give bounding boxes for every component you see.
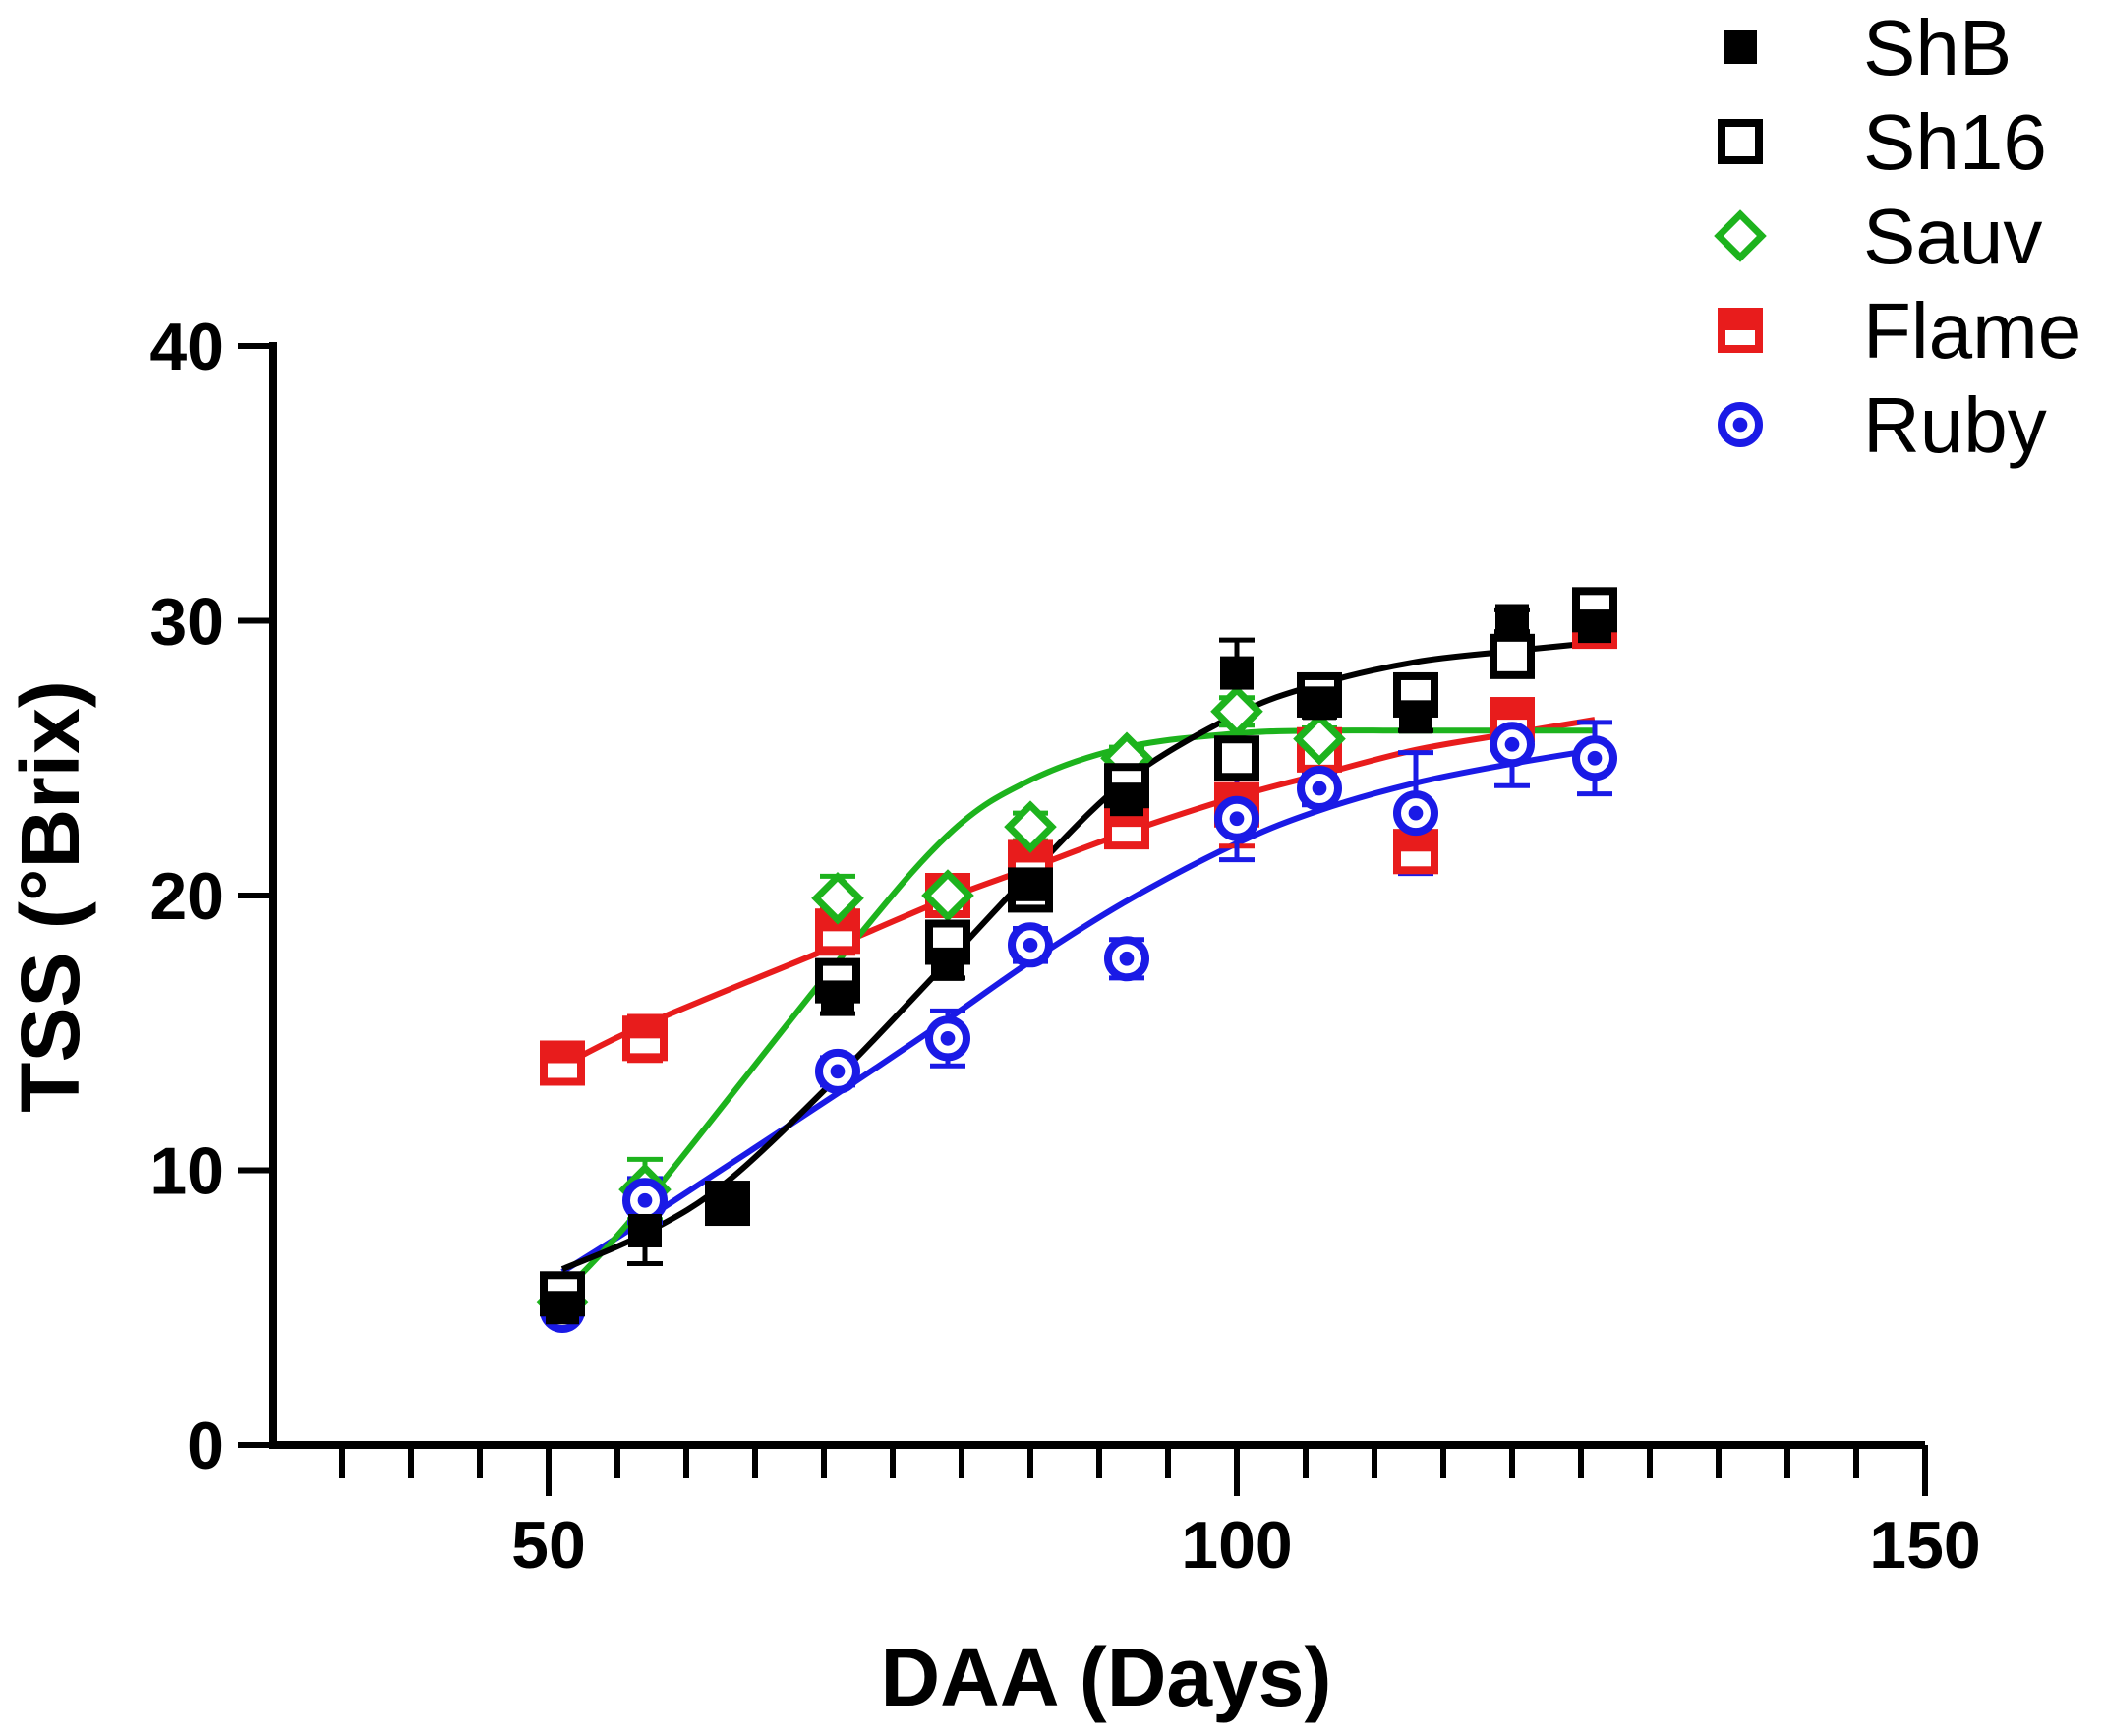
marker-circle-dot — [1229, 811, 1245, 827]
data-point-ruby — [815, 1048, 860, 1094]
marker-square-filled — [1399, 700, 1432, 734]
marker-square-filled — [1220, 656, 1254, 690]
axes: 50 100 150 0 10 20 30 40 — [149, 310, 1980, 1583]
marker-diamond-open — [1714, 209, 1767, 262]
data-point-flame — [540, 1040, 585, 1086]
marker-square-filled — [711, 1186, 744, 1221]
data-point-sauv — [811, 871, 864, 925]
marker-square-half-top — [540, 1040, 585, 1064]
data-point-sauv — [921, 869, 974, 922]
legend-item-sauv: Sauv — [1714, 193, 2042, 280]
data-point-ruby — [1572, 735, 1617, 781]
marker-square-half-top — [622, 1015, 668, 1039]
data-point-shb — [1399, 700, 1432, 734]
data-point-shb — [821, 980, 854, 1014]
marker-circle-dot — [1408, 805, 1424, 821]
data-point-ruby — [1214, 795, 1259, 841]
fit-curve-ruby — [560, 746, 1596, 1275]
marker-diamond-open — [921, 869, 974, 922]
marker-circle-dot — [830, 1064, 846, 1079]
marker-diamond-open — [1210, 684, 1263, 738]
marker-square-half-top — [1718, 308, 1763, 330]
marker-circle-dot — [1587, 750, 1603, 766]
legend-item-shb: ShB — [1724, 4, 2012, 91]
data-point-shb — [1578, 609, 1611, 644]
data-point-ruby — [622, 1178, 668, 1224]
data-point-shb — [1303, 686, 1336, 721]
marker-square-filled — [1303, 686, 1336, 721]
x-axis-title: DAA (Days) — [881, 1631, 1332, 1723]
marker-square-filled — [1724, 30, 1757, 64]
marker-square-filled — [821, 980, 854, 1014]
x-tick-label: 150 — [1869, 1508, 1980, 1583]
data-point-ruby — [1393, 790, 1438, 837]
legend-item-sh16: Sh16 — [1718, 98, 2047, 186]
marker-circle-dot — [940, 1030, 956, 1046]
marker-square-open — [1718, 119, 1763, 164]
marker-square-half-top — [1393, 829, 1438, 852]
data-point-shb — [546, 1291, 579, 1325]
marker-square-filled — [1014, 867, 1047, 901]
marker-square-open — [1214, 735, 1259, 781]
data-point-sauv — [1210, 684, 1263, 738]
legend-label: Sh16 — [1863, 98, 2047, 186]
marker-square-filled — [1495, 604, 1529, 638]
data-point-shb — [931, 947, 964, 981]
y-tick-label: 10 — [149, 1134, 224, 1209]
marker-square-filled — [931, 947, 964, 981]
marker-diamond-open — [1004, 800, 1057, 853]
data-point-shb — [628, 1213, 662, 1247]
data-point-ruby — [1104, 936, 1149, 982]
legend-item-ruby: Ruby — [1718, 381, 2047, 469]
marker-square-half-top — [1490, 697, 1535, 721]
marker-square-filled — [628, 1213, 662, 1247]
data-point-shb — [1110, 782, 1143, 817]
marker-diamond-open — [811, 871, 864, 925]
x-tick-label: 100 — [1181, 1508, 1292, 1583]
data-point-ruby — [1008, 922, 1053, 968]
data-point-ruby — [1490, 722, 1535, 768]
legend-label: Ruby — [1863, 381, 2047, 469]
marker-circle-dot — [1312, 781, 1327, 796]
data-point-flame — [1393, 829, 1438, 875]
y-tick-label: 20 — [149, 859, 224, 934]
y-tick-label: 0 — [187, 1409, 224, 1483]
legend-item-flame: Flame — [1718, 287, 2081, 375]
data-points — [536, 587, 1617, 1334]
marker-square-filled — [1578, 609, 1611, 644]
marker-square-filled — [1110, 782, 1143, 817]
data-point-sh16 — [1490, 633, 1535, 679]
data-point-shb — [1495, 604, 1529, 638]
legend-label: Sauv — [1863, 193, 2042, 280]
legend-label: Flame — [1863, 287, 2081, 375]
y-axis-title: TSS (°Brix) — [4, 680, 96, 1113]
data-point-shb — [711, 1186, 744, 1221]
marker-diamond-open — [1293, 712, 1346, 766]
marker-circle-dot — [1119, 951, 1135, 966]
x-tick-label: 50 — [511, 1508, 586, 1583]
marker-circle-dot — [1732, 417, 1748, 433]
marker-circle-dot — [1023, 937, 1038, 953]
error-bars — [545, 596, 1612, 1321]
data-point-sauv — [1004, 800, 1057, 853]
marker-square-open — [1490, 633, 1535, 679]
marker-square-filled — [546, 1291, 579, 1325]
marker-circle-dot — [637, 1192, 653, 1208]
y-tick-label: 30 — [149, 585, 224, 660]
data-point-flame — [622, 1015, 668, 1062]
y-tick-label: 40 — [149, 310, 224, 384]
legend-label: ShB — [1863, 4, 2012, 91]
marker-circle-dot — [1504, 736, 1520, 752]
data-point-sh16 — [1214, 735, 1259, 781]
fit-curve-flame — [560, 717, 1596, 1069]
data-point-shb — [1220, 656, 1254, 690]
data-point-shb — [1014, 867, 1047, 901]
data-point-sauv — [1293, 712, 1346, 766]
data-point-ruby — [1297, 765, 1342, 811]
data-point-ruby — [925, 1015, 970, 1062]
